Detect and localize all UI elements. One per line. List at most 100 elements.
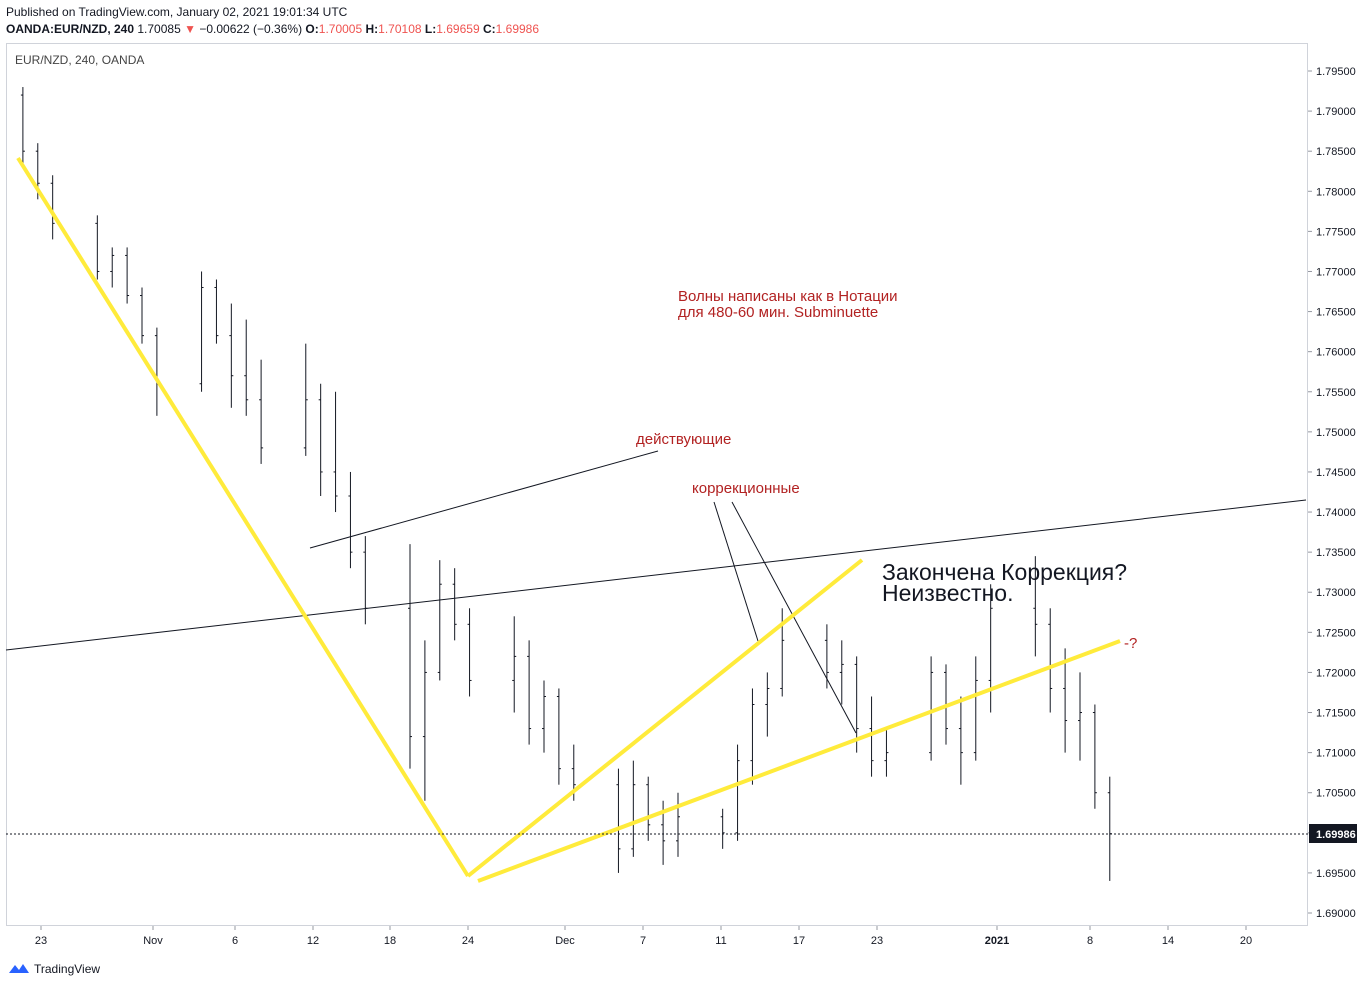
note-line-2: для 480-60 мин. Subminuette <box>678 304 878 321</box>
low-label: L: <box>424 22 437 36</box>
y-tick-label: 1.79000 <box>1316 106 1356 118</box>
high-label: H: <box>365 22 379 36</box>
ohlc-bar <box>437 560 442 681</box>
ohlc-bar <box>95 215 100 280</box>
ohlc-bar <box>869 696 874 777</box>
y-tick-label: 1.74000 <box>1316 507 1356 519</box>
y-axis[interactable]: 1.79500 1.79000 1.78500 1.78000 1.77500 1.770… <box>1308 66 1356 920</box>
ohlc-bar <box>1107 776 1112 881</box>
trend-line-down[interactable] <box>16 156 470 878</box>
ohlc-bar <box>333 391 338 513</box>
ohlc-bar <box>318 383 323 497</box>
y-tick-label: 1.76500 <box>1316 307 1356 319</box>
y-tick-label: 1.74500 <box>1316 467 1356 479</box>
y-tick-label: 1.73500 <box>1316 547 1356 559</box>
x-tick-label: Dec <box>555 935 575 947</box>
ohlc-bar <box>363 536 368 625</box>
y-tick-label: 1.75000 <box>1316 427 1356 439</box>
y-tick-label: 1.75500 <box>1316 387 1356 399</box>
ohlc-bar <box>140 287 144 344</box>
ohlc-bar <box>110 247 115 288</box>
ohlc-bar <box>884 728 889 777</box>
open-value: 1.70005 <box>318 22 363 36</box>
ohlc-bar <box>214 279 219 344</box>
y-tick-label: 1.79500 <box>1316 66 1356 78</box>
x-tick-label: 7 <box>640 935 646 947</box>
trend-line-lower[interactable] <box>477 639 1121 883</box>
ohlc-bar <box>958 696 963 785</box>
x-tick-label: 11 <box>715 935 726 947</box>
high-value: 1.70108 <box>378 22 422 36</box>
pointer-corrective-2 <box>731 501 857 734</box>
x-tick-label: 24 <box>462 935 474 947</box>
symbol-name[interactable]: OANDA:EUR/NZD, 240 <box>6 22 135 36</box>
ohlc-bar <box>556 688 561 785</box>
ohlc-bar <box>303 343 308 456</box>
y-tick-label: 1.73000 <box>1316 587 1356 599</box>
x-axis[interactable]: 23 Nov 6 12 18 24 Dec 7 11 17 23 2021 8 14 20 <box>35 926 1252 947</box>
ohlc-bar <box>1063 648 1068 753</box>
ohlc-bar <box>422 640 427 801</box>
ohlc-bar <box>735 744 740 841</box>
y-tick-label: 1.76000 <box>1316 347 1356 359</box>
price-change: −0.00622 (−0.36%) <box>199 22 303 36</box>
ohlc-bar <box>720 808 725 849</box>
ohlc-bar <box>199 271 204 392</box>
question-line-2: Неизвестно. <box>882 580 1013 606</box>
y-tick-label: 1.72000 <box>1316 667 1356 679</box>
tradingview-logo-icon[interactable] <box>8 962 30 976</box>
open-label: O: <box>305 22 319 36</box>
ohlc-bar <box>839 640 844 705</box>
ohlc-bar <box>512 616 517 713</box>
ohlc-bar <box>1048 608 1053 713</box>
last-price: 1.70085 <box>137 22 181 36</box>
ohlc-bar <box>616 768 621 873</box>
ohlc-bar <box>452 568 457 641</box>
x-tick-label: 23 <box>871 935 883 947</box>
ohlc-bar <box>973 656 978 761</box>
symbol-info-bar: OANDA:EUR/NZD, 240 1.70085 ▼ −0.00622 (−… <box>6 22 539 36</box>
y-tick-label: 1.71000 <box>1316 748 1356 760</box>
question-line-1: Закончена Коррекция? <box>882 559 1127 585</box>
ohlc-bar <box>467 608 472 697</box>
y-tick-label: 1.78000 <box>1316 186 1356 198</box>
ohlc-bar <box>125 247 130 304</box>
y-tick-label: 1.78500 <box>1316 146 1356 158</box>
black-resistance-line[interactable] <box>5 499 1307 651</box>
y-tick-label: 1.69500 <box>1316 868 1356 880</box>
footer-brand[interactable]: TradingView <box>34 962 101 976</box>
footer: TradingView <box>8 962 100 976</box>
ohlc-bar <box>854 656 859 753</box>
note-line-1: Волны написаны как в Нотации <box>678 288 898 305</box>
y-tick-label: 1.77500 <box>1316 226 1356 238</box>
chart-symbol-overlay: EUR/NZD, 240, OANDA <box>15 53 145 67</box>
x-tick-label: 12 <box>307 935 319 947</box>
x-tick-label: 8 <box>1087 935 1093 947</box>
ohlc-bar <box>20 87 25 168</box>
ohlc-bar <box>527 640 532 745</box>
x-tick-label: 14 <box>1162 935 1174 947</box>
pointer-impulse <box>309 450 659 549</box>
x-tick-label: 20 <box>1240 935 1252 947</box>
ohlc-bar <box>929 656 934 761</box>
close-value: 1.69986 <box>495 22 540 36</box>
ohlc-bar <box>542 680 546 753</box>
trend-line-up[interactable] <box>466 558 864 878</box>
x-tick-label: Nov <box>143 935 163 947</box>
y-tick-label: 1.70500 <box>1316 788 1356 800</box>
last-price-badge-text: 1.69986 <box>1316 829 1356 841</box>
y-tick-label: 1.72500 <box>1316 627 1356 639</box>
ohlc-bar <box>259 359 264 464</box>
pointer-corrective-1 <box>713 501 759 642</box>
chart-pane[interactable] <box>6 43 1308 926</box>
x-tick-label: 23 <box>35 935 47 947</box>
change-down-icon: ▼ <box>184 22 196 36</box>
ohlc-bar <box>229 303 234 408</box>
ohlc-bar <box>676 792 680 857</box>
ohlc-bar <box>646 776 651 841</box>
ohlc-bar <box>1092 704 1097 809</box>
close-label: C: <box>482 22 496 36</box>
x-tick-label: 2021 <box>985 935 1009 947</box>
drawings: Волны написаны как в Нотации для 480-60 … <box>5 156 1308 883</box>
